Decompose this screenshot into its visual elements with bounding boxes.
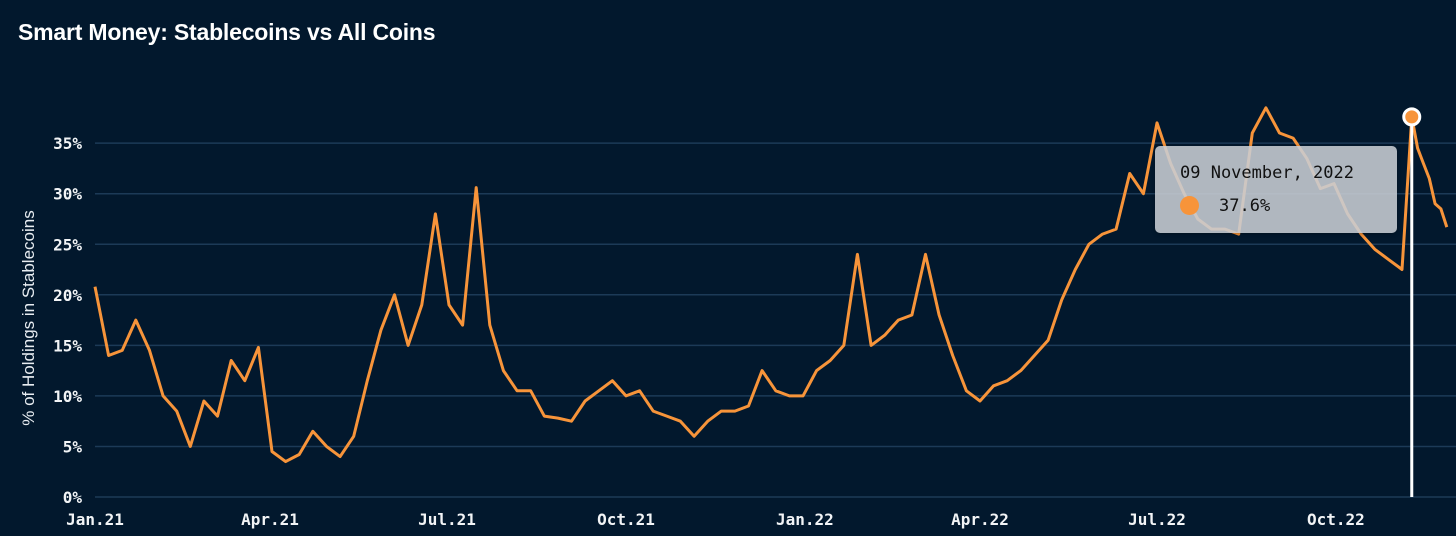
y-tick-label: 10% — [53, 387, 82, 406]
x-tick-label: Oct.21 — [597, 510, 655, 529]
y-tick-label: 15% — [53, 336, 82, 355]
x-tick-label: Apr.22 — [951, 510, 1009, 529]
x-tick-label: Jan.21 — [66, 510, 124, 529]
highlight-point-marker — [1402, 107, 1422, 127]
tooltip: 09 November, 2022 37.6% — [1155, 146, 1397, 233]
x-tick-label: Jul.21 — [418, 510, 476, 529]
y-tick-label: 35% — [53, 134, 82, 153]
y-tick-label: 5% — [63, 437, 83, 456]
series-line — [93, 106, 1449, 464]
x-tick-label: Jan.22 — [776, 510, 834, 529]
x-tick-label: Apr.21 — [241, 510, 299, 529]
chart-title: Smart Money: Stablecoins vs All Coins — [18, 19, 436, 45]
y-tick-label: 0% — [63, 488, 83, 507]
series-color-dot-icon — [1180, 196, 1199, 215]
y-tick-label: 25% — [53, 235, 82, 254]
y-tick-label: 30% — [53, 185, 82, 204]
y-tick-label: 20% — [53, 286, 82, 305]
x-tick-label: Oct.22 — [1307, 510, 1365, 529]
tooltip-value: 37.6% — [1219, 196, 1271, 216]
tooltip-date: 09 November, 2022 — [1180, 163, 1354, 183]
x-tick-label: Jul.22 — [1128, 510, 1186, 529]
